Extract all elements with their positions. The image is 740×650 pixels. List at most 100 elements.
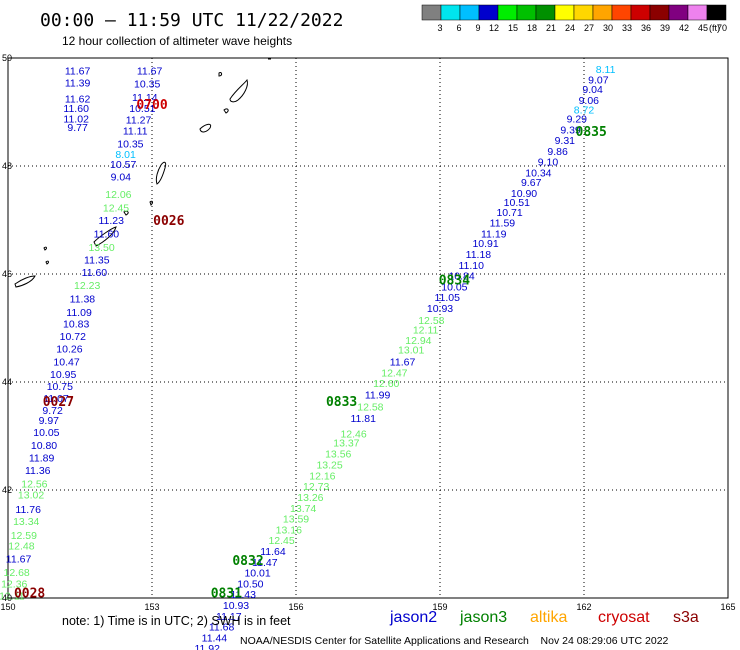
- colorbar-swatch: [687, 4, 708, 21]
- colorbar-label: 9: [475, 23, 480, 33]
- swh-point: 10.05: [441, 281, 467, 293]
- swh-point: 9.77: [67, 122, 88, 134]
- legend-jason2: jason2: [389, 609, 437, 626]
- swh-point: 10.90: [511, 188, 537, 200]
- swh-point: 11.43: [230, 589, 256, 601]
- pass-time-label: 0700: [136, 98, 167, 113]
- swh-point: 11.99: [365, 389, 391, 401]
- swh-point: 13.74: [290, 503, 316, 515]
- swh-point: 10.91: [472, 238, 498, 250]
- swh-point: 13.26: [297, 492, 323, 504]
- swh-point: 12.68: [3, 567, 29, 579]
- swh-point: 10.84: [448, 271, 474, 283]
- swh-point: 11.67: [6, 554, 32, 566]
- swh-point: 10.93: [223, 600, 249, 612]
- swh-point: 11.62: [65, 94, 91, 106]
- swh-point: 12.45: [268, 535, 294, 547]
- colorbar-swatch: [649, 4, 670, 21]
- pass-time-label: 0831: [211, 587, 242, 602]
- swh-point: 11.64: [260, 546, 286, 558]
- swh-point: 11.76: [15, 504, 41, 516]
- swh-point: 10.93: [427, 303, 453, 315]
- swh-point: 9.04: [111, 171, 132, 183]
- colorbar-swatch: [554, 4, 575, 21]
- swh-point: 12.23: [74, 280, 100, 292]
- swh-point: 12.73: [303, 481, 329, 493]
- swh-point: 11.67: [137, 65, 163, 77]
- legend-s3a: s3a: [673, 609, 699, 626]
- colorbar-label: 27: [584, 23, 594, 33]
- swh-point: 10.72: [60, 331, 86, 343]
- chart-title: 00:00 – 11:59 UTC 11/22/2022: [40, 10, 343, 31]
- swh-point: 11.36: [25, 465, 51, 477]
- colorbar-swatch: [478, 4, 499, 21]
- swh-point: 11.14: [132, 92, 158, 104]
- swh-point: 11.89: [29, 453, 55, 465]
- colorbar-swatch: [440, 4, 461, 21]
- swh-point: 8.01: [115, 149, 136, 161]
- swh-point: 13.37: [333, 437, 359, 449]
- swh-point: 10.01: [244, 568, 270, 580]
- swh-point: 13.50: [88, 242, 114, 254]
- colorbar-swatch: [459, 4, 480, 21]
- chart-subtitle: 12 hour collection of altimeter wave hei…: [62, 34, 292, 48]
- colorbar-unit: (ft): [709, 23, 720, 33]
- swh-point: 11.23: [98, 215, 124, 227]
- coastline-islands: [14, 58, 271, 288]
- y-tick-label: 42: [2, 485, 12, 495]
- colorbar-label: 21: [546, 23, 556, 33]
- swh-point: 9.97: [39, 415, 60, 427]
- grid-lines: [8, 58, 728, 598]
- colorbar: 3 6 9 12 15 18 21 24 27 30 33 36 39 42 45 70: [421, 4, 727, 33]
- colorbar-label: 36: [641, 23, 651, 33]
- swh-point: 12.16: [309, 470, 335, 482]
- y-tick-label: 40: [2, 593, 12, 603]
- swh-point: 12.59: [11, 530, 37, 542]
- swh-point: 10.50: [237, 578, 263, 590]
- colorbar-label: 6: [456, 23, 461, 33]
- swh-point: 12.94: [405, 335, 431, 347]
- pass-time-label: 0835: [576, 125, 607, 140]
- pass-time-label: 0027: [43, 395, 74, 410]
- x-tick-label: 150: [0, 602, 15, 612]
- colorbar-label: 15: [508, 23, 518, 33]
- swh-point: 9.06: [579, 95, 600, 107]
- swh-point: 11.44: [202, 632, 228, 644]
- y-tick-label: 50: [2, 53, 12, 63]
- colorbar-label: 70: [717, 23, 727, 33]
- colorbar-label: 45: [698, 23, 708, 33]
- swh-point: 9.04: [582, 84, 603, 96]
- colorbar-swatch: [421, 4, 442, 21]
- swh-point: 11.38: [70, 293, 96, 305]
- colorbar-label: 3: [437, 23, 442, 33]
- colorbar-label: 42: [679, 23, 689, 33]
- swh-point: 11.60: [82, 267, 108, 279]
- swh-point: 11.47: [252, 557, 278, 569]
- units-note: note: 1) Time is in UTC; 2) SWH is in fe…: [62, 614, 291, 628]
- swh-point: 11.09: [66, 307, 92, 319]
- swh-point: 10.05: [33, 427, 59, 439]
- y-tick-label: 48: [2, 161, 12, 171]
- swh-point: 10.95: [50, 369, 76, 381]
- swh-point: 9.72: [42, 405, 63, 417]
- swh-point: 11.59: [490, 218, 516, 230]
- swh-point: 10.57: [110, 159, 136, 171]
- colorbar-label: 33: [622, 23, 632, 33]
- swh-point: 8.72: [574, 104, 595, 116]
- swh-point: 12.58: [357, 401, 383, 413]
- colorbar-swatch: [706, 4, 727, 21]
- swh-point: 10.34: [525, 167, 551, 179]
- swh-point: 11.60: [94, 229, 120, 241]
- swh-point: 10.26: [56, 344, 82, 356]
- y-tick-label: 44: [2, 377, 12, 387]
- swh-point: 13.56: [325, 448, 351, 460]
- x-tick-label: 156: [288, 602, 303, 612]
- colorbar-swatch: [592, 4, 613, 21]
- x-tick-label: 159: [432, 602, 447, 612]
- swh-point: 11.39: [65, 77, 91, 89]
- legend-jason3: jason3: [459, 609, 507, 626]
- swh-point: 11.81: [350, 413, 376, 425]
- swh-point: 13.25: [316, 460, 342, 472]
- swh-point: 13.02: [18, 489, 44, 501]
- legend-cryosat: cryosat: [598, 609, 650, 626]
